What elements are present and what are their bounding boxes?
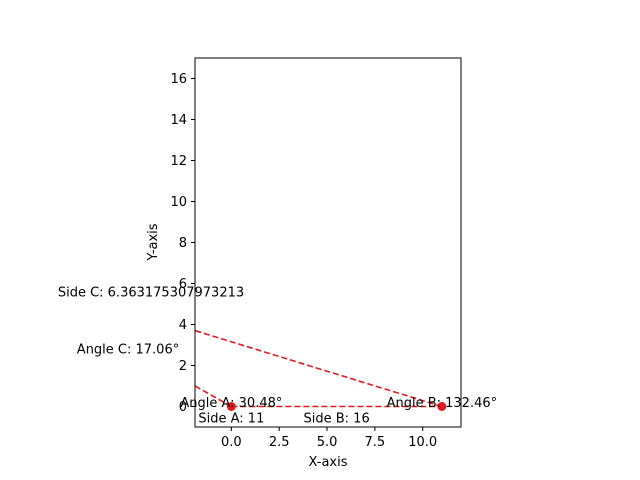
y-tick-label: 14 <box>170 113 187 128</box>
x-tick-label: 7.5 <box>365 435 386 450</box>
series-line-1 <box>195 329 443 408</box>
y-tick-label: 0 <box>179 400 187 415</box>
x-axis-label: X-axis <box>309 455 348 470</box>
annotation-label: Side B: 16 <box>304 411 370 426</box>
x-tick-label: 0.0 <box>221 435 242 450</box>
y-tick-label: 4 <box>179 318 187 333</box>
x-tick-label: 10.0 <box>408 435 437 450</box>
annotation-label: Side A: 11 <box>198 411 264 426</box>
axis-ticks: 0.0 2.5 5.0 7.5 10.0 0 2 4 6 8 10 12 14 16 <box>170 72 437 450</box>
y-tick-label: 16 <box>170 72 187 87</box>
y-tick-label: 12 <box>170 154 187 169</box>
data-group <box>195 329 447 411</box>
annotation-label: Angle B: 132.46° <box>387 396 498 411</box>
y-tick-label: 6 <box>179 277 187 292</box>
annotation-label: Angle A: 30.48° <box>180 396 282 411</box>
annotation-label: Side C: 6.363175307973213 <box>58 285 244 300</box>
y-tick-label: 2 <box>179 359 187 374</box>
x-tick-label: 5.0 <box>317 435 338 450</box>
series-line-2 <box>195 385 232 408</box>
y-axis-label: Y-axis <box>146 223 161 261</box>
annotations: Angle A: 30.48° Angle B: 132.46° Angle C: … <box>58 285 497 426</box>
data-point-0 <box>226 402 236 411</box>
plot-area <box>194 57 462 428</box>
x-tick-label: 2.5 <box>269 435 290 450</box>
data-point-1 <box>437 402 447 411</box>
y-tick-label: 8 <box>179 236 187 251</box>
y-tick-label: 10 <box>170 195 187 210</box>
annotation-label: Angle C: 17.06° <box>77 343 179 358</box>
